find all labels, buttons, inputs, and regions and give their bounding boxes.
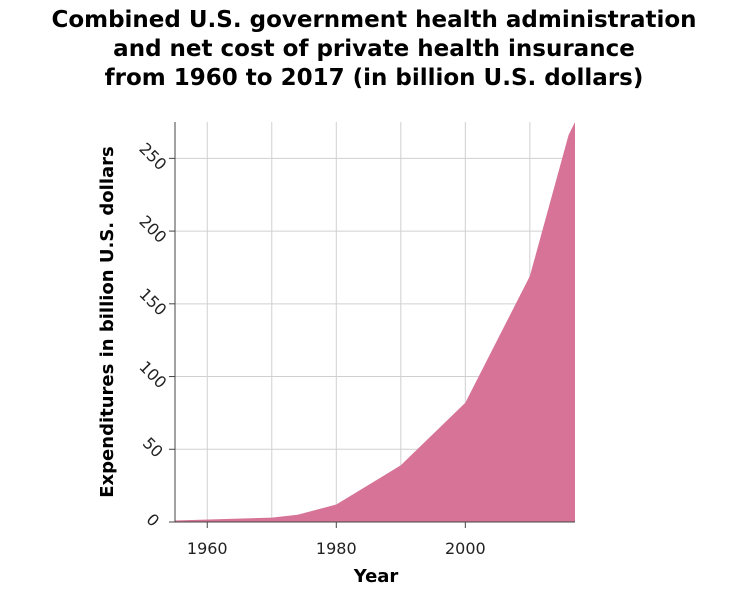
y-axis-title: Expenditures in billion U.S. dollars xyxy=(97,146,118,497)
x-tick-label: 2000 xyxy=(445,539,486,558)
area-layer xyxy=(175,122,575,522)
x-tick-label: 1980 xyxy=(316,539,357,558)
x-tick-label: 1960 xyxy=(187,539,228,558)
y-tick-label: 100 xyxy=(135,357,170,392)
y-tick-label: 150 xyxy=(135,284,170,319)
area-series xyxy=(175,122,575,522)
y-tick-label: 0 xyxy=(143,510,164,531)
y-tick-label: 200 xyxy=(135,212,170,247)
x-axis-title: Year xyxy=(353,566,399,587)
y-tick-label: 50 xyxy=(139,433,167,461)
y-tick-label: 250 xyxy=(135,139,170,174)
